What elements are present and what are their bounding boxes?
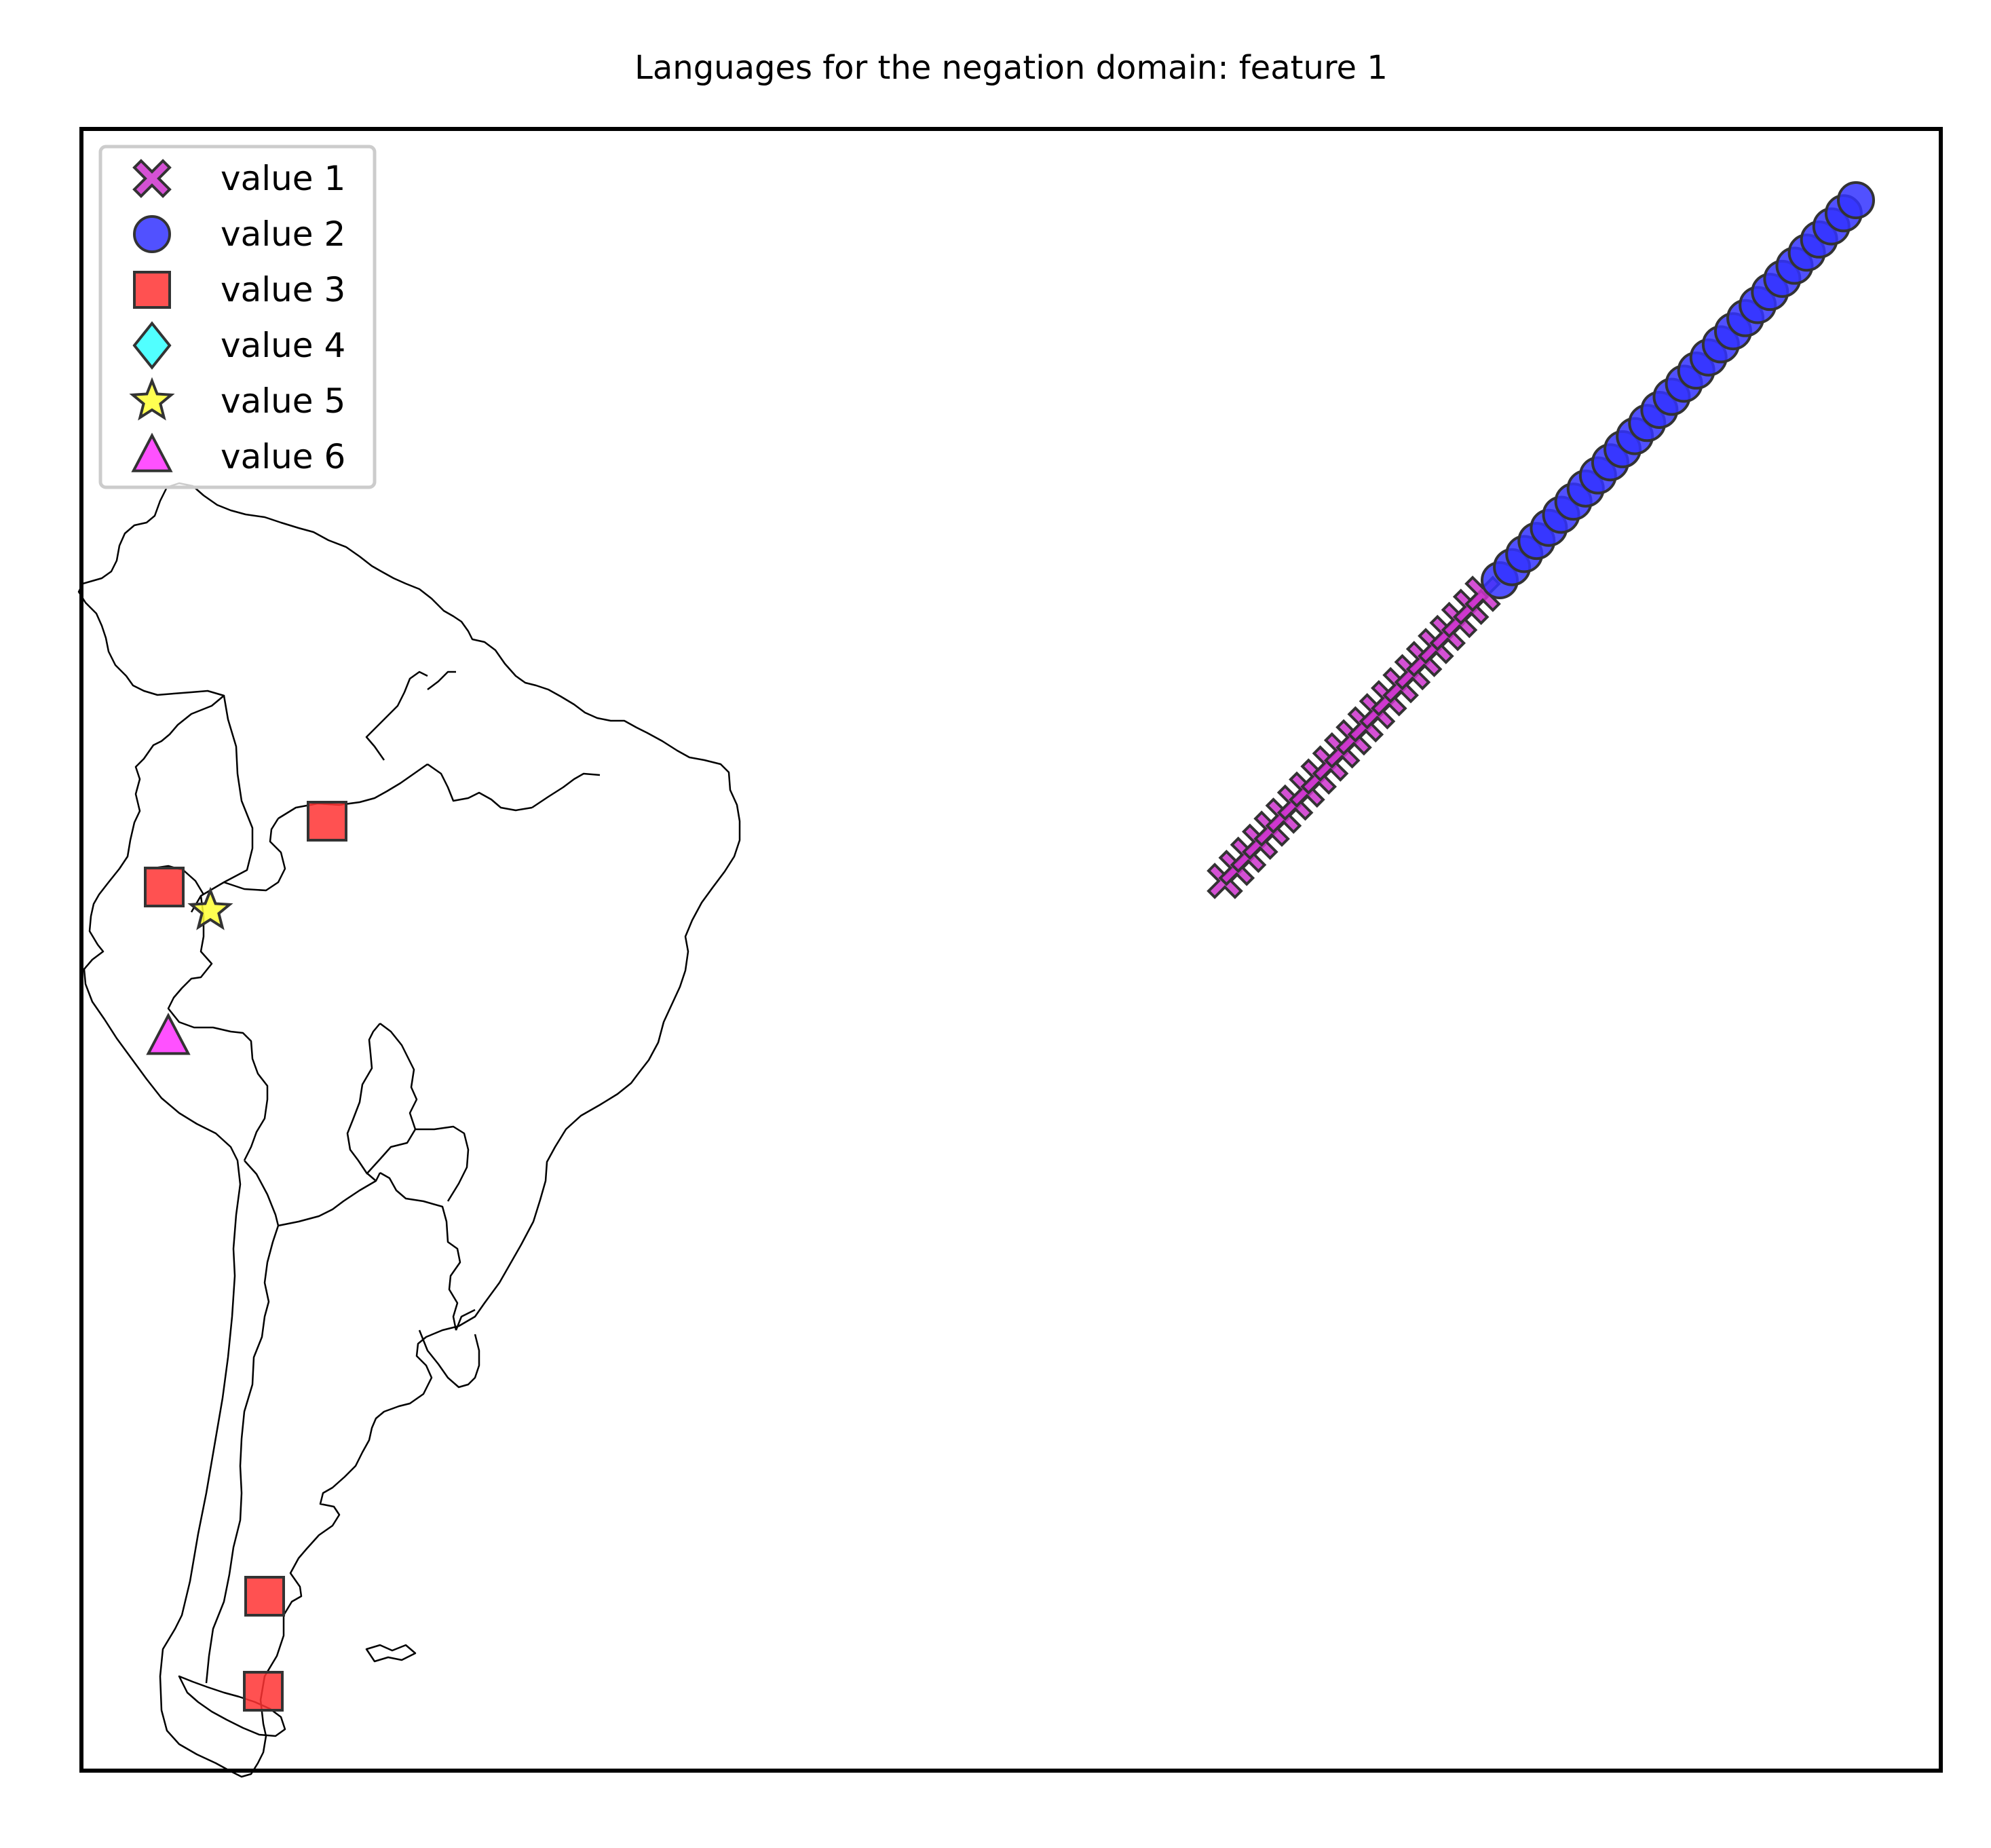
legend-label: value 6 [221, 437, 345, 476]
legend-marker-x-cross [132, 159, 172, 198]
legend-label: value 2 [221, 214, 345, 254]
legend-item: value 3 [133, 270, 345, 309]
data-point-value-3 [243, 1671, 284, 1712]
legend-marker-star [129, 377, 175, 421]
legend-item: value 4 [132, 321, 345, 370]
data-point-value-3 [144, 867, 185, 907]
legend-marker-circle [133, 215, 171, 253]
legend-item: value 6 [131, 432, 345, 476]
tierra-del-fuego-outline [178, 1675, 286, 1737]
legend-marker-square [133, 271, 171, 309]
data-point-value-3 [244, 1576, 285, 1617]
legend-label: value 1 [221, 159, 345, 198]
legend-label: value 4 [221, 326, 345, 365]
legend: value 1 value 2 value 3 value 4 value 5 value… [98, 145, 377, 489]
data-point-value-2 [1837, 181, 1875, 219]
legend-label: value 3 [221, 270, 345, 309]
legend-item: value 1 [132, 159, 345, 198]
map-title: Languages for the negation domain: featu… [634, 49, 1388, 87]
continent-outline [77, 482, 741, 1778]
legend-item: value 2 [133, 214, 345, 254]
legend-marker-triangle [131, 432, 173, 472]
data-point-value-6 [146, 1013, 191, 1055]
data-point-value-3 [307, 801, 347, 842]
falklands-outline [365, 1644, 417, 1663]
plot-frame [79, 127, 1943, 1773]
legend-item: value 5 [129, 377, 345, 421]
legend-marker-diamond [132, 321, 172, 370]
legend-label: value 5 [221, 381, 345, 421]
data-point-value-5 [187, 886, 233, 930]
markers-layer [144, 181, 1875, 1712]
